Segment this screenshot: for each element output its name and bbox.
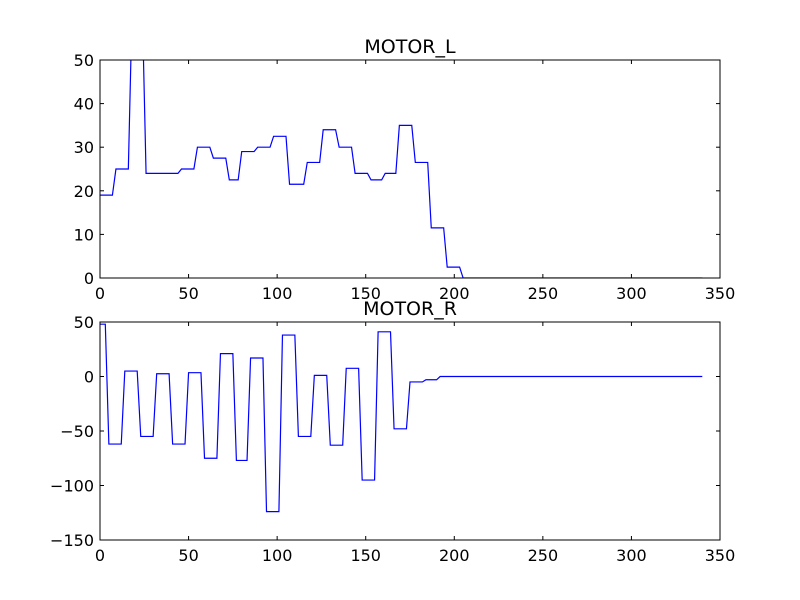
- x-tick-label: 200: [439, 546, 470, 565]
- y-tick-label: 50: [74, 51, 94, 70]
- y-tick-label: 30: [74, 138, 94, 157]
- y-tick-label: 20: [74, 182, 94, 201]
- y-tick-label: 40: [74, 95, 94, 114]
- y-tick-label: 50: [74, 313, 94, 332]
- x-tick-label: 100: [262, 284, 293, 303]
- axes-frame: [99, 321, 721, 541]
- x-tick-label: 250: [528, 546, 559, 565]
- x-tick-label: 350: [705, 284, 736, 303]
- y-tick-label: 0: [84, 368, 94, 387]
- chart-1: 0 50 100 150 200 250 300 350 0 10 20 30 40 50 MOTOR_L: [74, 36, 736, 303]
- y-tick-label: −50: [60, 422, 94, 441]
- y-tick-label: −150: [50, 531, 94, 550]
- x-tick-label: 350: [705, 546, 736, 565]
- x-tick-label: 200: [439, 284, 470, 303]
- chart-title: MOTOR_L: [364, 36, 456, 58]
- y-tick-label: −100: [50, 477, 94, 496]
- x-tick-label: 100: [262, 546, 293, 565]
- chart-title: MOTOR_R: [363, 298, 457, 320]
- series-line-1: [100, 60, 703, 278]
- y-tick-label: 10: [74, 225, 94, 244]
- y-tick-label: 0: [84, 269, 94, 288]
- axes-frame: [99, 59, 721, 279]
- x-tick-label: 50: [178, 284, 198, 303]
- x-tick-label: 0: [95, 546, 105, 565]
- x-tick-label: 150: [350, 284, 381, 303]
- chart-2: 0 50 100 150 200 250 300 350 −150 −100 −50 0 50 MOTOR…: [50, 298, 735, 565]
- x-tick-label: 300: [616, 284, 647, 303]
- x-tick-label: 0: [95, 284, 105, 303]
- x-tick-label: 50: [178, 546, 198, 565]
- series-line-1: [100, 323, 703, 513]
- x-tick-label: 300: [616, 546, 647, 565]
- x-tick-label: 250: [528, 284, 559, 303]
- x-tick-label: 150: [350, 546, 381, 565]
